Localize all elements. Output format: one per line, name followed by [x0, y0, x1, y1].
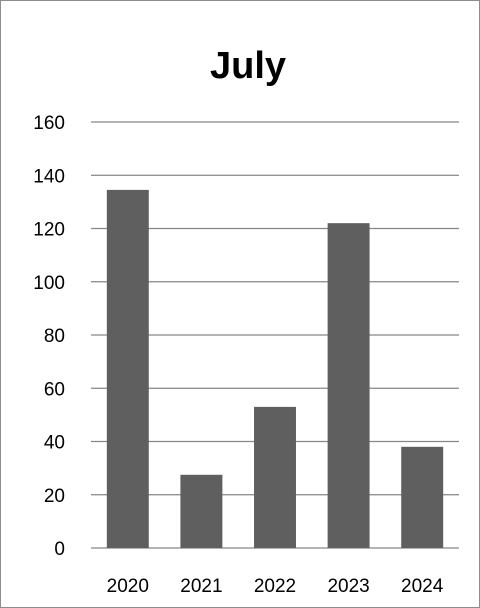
y-tick-label: 20: [44, 486, 65, 507]
x-tick-label: 2022: [254, 576, 296, 597]
y-tick-label: 80: [44, 326, 65, 347]
y-tick-label: 0: [54, 539, 65, 560]
y-tick-label: 160: [33, 113, 65, 134]
gridlines: [91, 121, 459, 549]
y-tick-label: 100: [33, 273, 65, 294]
x-tick-label: 2020: [107, 576, 149, 597]
y-tick-label: 40: [44, 433, 65, 454]
x-tick-label: 2024: [401, 576, 444, 597]
chart-title: July: [210, 45, 286, 87]
bar-2020: [106, 189, 149, 549]
y-tick-label: 60: [44, 379, 65, 400]
x-tick-label: 2023: [327, 576, 369, 597]
y-tick-label: 120: [33, 220, 65, 241]
bar-2021: [180, 474, 223, 548]
y-axis-ticks: 0 20 40 60 80 100 120 140 160: [33, 113, 65, 560]
bar-2022: [254, 406, 296, 548]
bar-2024: [401, 446, 444, 548]
bars: [106, 189, 444, 549]
bar-2023: [327, 223, 370, 549]
x-axis-ticks: 2020 2021 2022 2023 2024: [107, 576, 444, 597]
y-tick-label: 140: [33, 166, 65, 187]
x-tick-label: 2021: [180, 576, 222, 597]
